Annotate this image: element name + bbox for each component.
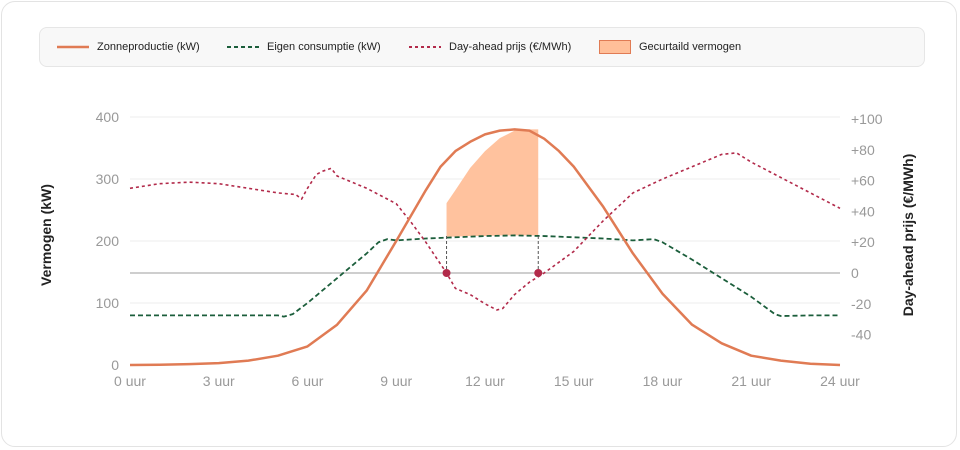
right-axis-ticks: +100 +80 +60 +40 +20 0 -20 -40 (851, 111, 883, 343)
left-axis-ticks: 0 100 200 300 400 (96, 109, 120, 373)
price-marker (534, 269, 543, 277)
right-tick-label: +100 (851, 111, 883, 127)
right-tick-label: -20 (851, 296, 871, 312)
x-tick-label: 21 uur (731, 373, 771, 389)
legend-label-solar: Zonneproductie (kW) (97, 41, 200, 53)
legend-item-price[interactable]: Day-ahead prijs (€/MWh) (409, 28, 571, 66)
price-line (129, 152, 841, 311)
x-axis-ticks: 0 uur 3 uur 6 uur 9 uur 12 uur 15 uur 18 uur 21… (114, 373, 860, 389)
right-tick-label: +40 (851, 203, 875, 219)
legend: Zonneproductie (kW) Eigen consumptie (kW… (39, 27, 925, 67)
left-tick-label: 0 (111, 357, 119, 373)
solar-line-swatch (57, 45, 89, 49)
x-tick-label: 3 uur (203, 373, 235, 389)
consumption-line-swatch (227, 46, 259, 48)
gridlines (130, 116, 840, 304)
price-marker (442, 269, 451, 277)
curtailed-area-swatch (599, 40, 631, 54)
solar-line (129, 128, 841, 367)
left-axis-title: Vermogen (kW) (38, 184, 54, 286)
price-markers (442, 269, 543, 277)
legend-item-consumption[interactable]: Eigen consumptie (kW) (227, 28, 381, 66)
x-tick-label: 18 uur (643, 373, 683, 389)
right-tick-label: 0 (851, 265, 859, 281)
right-tick-label: -40 (851, 327, 871, 343)
x-tick-label: 6 uur (292, 373, 324, 389)
left-tick-label: 200 (96, 233, 120, 249)
curtailment-drop-lines (446, 236, 539, 273)
x-tick-label: 0 uur (114, 373, 146, 389)
right-tick-label: +60 (851, 173, 875, 189)
curtailed-power-area (446, 129, 539, 237)
x-tick-label: 9 uur (380, 373, 412, 389)
consumption-line (130, 234, 840, 318)
left-tick-label: 100 (96, 295, 120, 311)
right-tick-label: +20 (851, 234, 875, 250)
x-tick-label: 15 uur (554, 373, 594, 389)
x-tick-label: 24 uur (820, 373, 860, 389)
right-axis-title: Day-ahead prijs (€/MWh) (900, 154, 916, 317)
legend-item-solar[interactable]: Zonneproductie (kW) (57, 28, 200, 66)
price-line-swatch (409, 46, 441, 48)
left-tick-label: 300 (96, 171, 120, 187)
legend-item-curtailed[interactable]: Gecurtaild vermogen (599, 28, 741, 66)
legend-label-price: Day-ahead prijs (€/MWh) (449, 41, 572, 53)
right-tick-label: +80 (851, 142, 875, 158)
x-tick-label: 12 uur (465, 373, 505, 389)
legend-label-curtailed: Gecurtaild vermogen (639, 41, 742, 53)
legend-label-consumption: Eigen consumptie (kW) (267, 41, 381, 53)
left-tick-label: 400 (96, 109, 120, 125)
